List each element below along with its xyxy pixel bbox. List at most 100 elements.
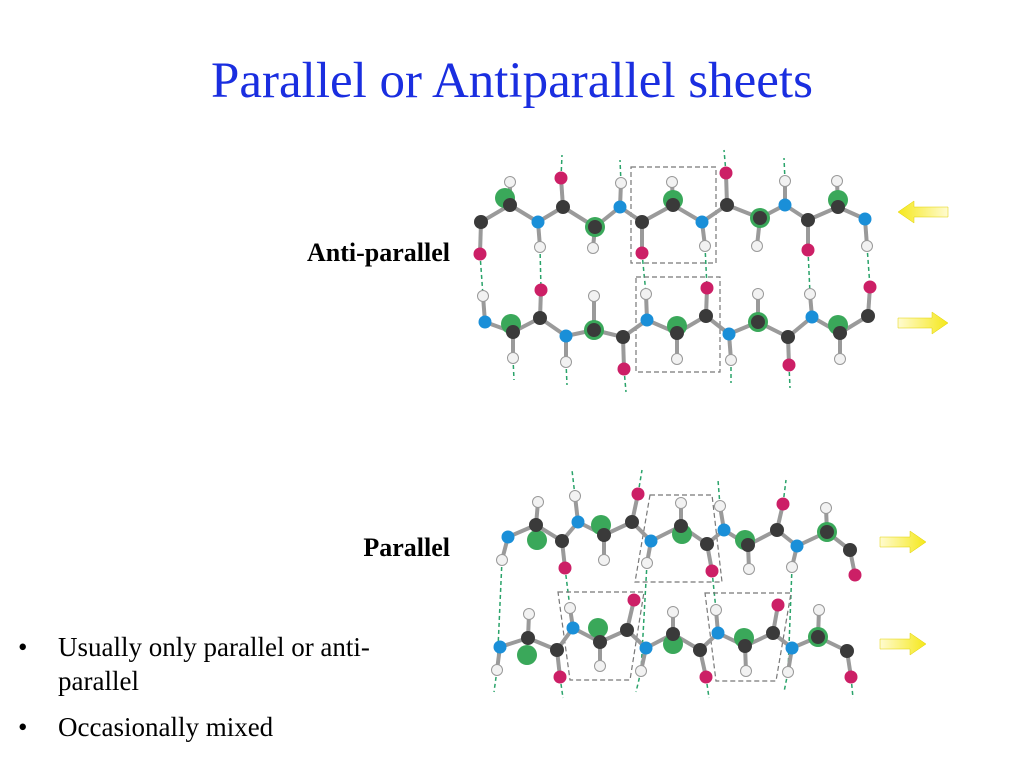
nitrogen-atom [722, 327, 736, 341]
hydrogen-atom [587, 242, 599, 254]
hydrogen-atom [598, 554, 610, 566]
nitrogen-atom [478, 315, 492, 329]
bullet-item: Usually only parallel or anti-parallel [18, 630, 398, 698]
hydrogen-atom [532, 496, 544, 508]
hydrogen-atom [831, 175, 843, 187]
hydrogen-bond [787, 566, 793, 673]
carbon-atom [529, 518, 543, 532]
nitrogen-atom [717, 523, 731, 537]
oxygen-atom [844, 670, 858, 684]
nitrogen-atom [858, 212, 872, 226]
oxygen-atom [700, 281, 714, 295]
oxygen-atom [473, 247, 487, 261]
carbon-atom [556, 200, 570, 214]
carbon-atom [625, 515, 639, 529]
nitrogen-atom [805, 310, 819, 324]
hydrogen-bond [571, 469, 576, 497]
hydrogen-atom [523, 608, 535, 620]
nitrogen-atom [785, 641, 799, 655]
carbon-atom [666, 627, 680, 641]
nitrogen-atom [559, 329, 573, 343]
hydrogen-atom [667, 606, 679, 618]
hydrogen-atom [813, 604, 825, 616]
hydrogen-atom [640, 288, 652, 300]
nitrogen-atom [571, 515, 585, 529]
carbon-atom [474, 215, 488, 229]
hydrogen-atom [743, 563, 755, 575]
hydrogen-atom [534, 241, 546, 253]
nitrogen-atom [790, 539, 804, 553]
carbon-atom [840, 644, 854, 658]
hydrogen-atom [666, 176, 678, 188]
hydrogen-atom [675, 497, 687, 509]
oxygen-atom [627, 593, 641, 607]
oxygen-atom [782, 358, 796, 372]
carbon-atom [555, 534, 569, 548]
carbon-atom [738, 639, 752, 653]
carbon-atom [693, 643, 707, 657]
carbon-atom [588, 220, 602, 234]
carbon-atom [666, 198, 680, 212]
nitrogen-atom [493, 640, 507, 654]
side-chain-atom [588, 618, 608, 638]
carbon-atom [801, 213, 815, 227]
oxygen-atom [617, 362, 631, 376]
arrow-right-icon [879, 530, 927, 554]
carbon-atom [843, 543, 857, 557]
repeat-unit-box [635, 276, 721, 373]
atoms [473, 166, 877, 684]
hydrogen-atom [594, 660, 606, 672]
nitrogen-atom [778, 198, 792, 212]
arrow-right-icon [897, 311, 949, 335]
carbon-atom [616, 330, 630, 344]
carbon-atom [820, 525, 834, 539]
carbon-atom [670, 326, 684, 340]
hydrogen-atom [477, 290, 489, 302]
oxygen-atom [554, 171, 568, 185]
repeat-unit-box [630, 166, 717, 264]
hydrogen-atom [786, 561, 798, 573]
nitrogen-atom [639, 641, 653, 655]
carbon-atom [593, 635, 607, 649]
hydrogen-atom [635, 665, 647, 677]
carbon-atom [521, 631, 535, 645]
slide-title: Parallel or Antiparallel sheets [211, 53, 813, 109]
oxygen-atom [848, 568, 862, 582]
oxygen-atom [719, 166, 733, 180]
oxygen-atom [771, 598, 785, 612]
hydrogen-atom [779, 175, 791, 187]
oxygen-atom [705, 564, 719, 578]
hydrogen-atom [588, 290, 600, 302]
carbon-atom [811, 630, 825, 644]
carbon-atom [700, 537, 714, 551]
nitrogen-atom [501, 530, 515, 544]
repeat-unit-box [557, 591, 645, 681]
hydrogen-bond [539, 246, 542, 291]
hydrogen-atom [725, 354, 737, 366]
oxygen-atom [558, 561, 572, 575]
bullet-list: Usually only parallel or anti-parallel O… [18, 630, 398, 756]
oxygen-atom [863, 280, 877, 294]
carbon-atom [766, 626, 780, 640]
hydrogen-atom [564, 602, 576, 614]
hydrogen-atom [504, 176, 516, 188]
parallel-label: Parallel [363, 533, 450, 562]
hydrogen-atom [710, 604, 722, 616]
carbon-atom [770, 523, 784, 537]
strand-direction-arrows [879, 200, 949, 656]
repeat-unit-box [634, 494, 723, 583]
hydrogen-atom [671, 353, 683, 365]
hydrogen-atom [615, 177, 627, 189]
hydrogen-atom [507, 352, 519, 364]
repeat-unit-boxes [557, 166, 792, 682]
carbon-atom [781, 330, 795, 344]
carbon-atom [861, 309, 875, 323]
carbon-atom [503, 198, 517, 212]
arrow-left-icon [897, 200, 949, 224]
hydrogen-atom [714, 500, 726, 512]
carbon-atom [674, 519, 688, 533]
arrow-right-icon [879, 632, 927, 656]
carbon-atom [699, 309, 713, 323]
hydrogen-atom [740, 665, 752, 677]
